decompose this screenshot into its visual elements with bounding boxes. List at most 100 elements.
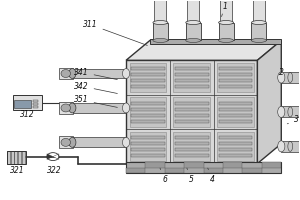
Bar <box>281 106 300 117</box>
Bar <box>7 151 10 164</box>
Bar <box>242 168 262 173</box>
Text: 1: 1 <box>222 2 227 17</box>
Bar <box>131 79 165 82</box>
Bar <box>154 0 166 23</box>
Bar <box>131 102 165 105</box>
Bar <box>131 85 165 88</box>
Text: 5: 5 <box>187 168 194 184</box>
Bar <box>184 162 204 168</box>
Bar <box>72 69 126 78</box>
Bar <box>33 103 38 105</box>
Bar <box>72 103 126 113</box>
Ellipse shape <box>219 38 233 42</box>
Bar <box>153 23 168 40</box>
Bar <box>13 95 43 110</box>
Bar <box>33 100 38 102</box>
Bar <box>219 102 252 105</box>
Bar <box>219 154 252 157</box>
Polygon shape <box>126 40 281 60</box>
Ellipse shape <box>251 38 266 42</box>
Ellipse shape <box>278 72 285 83</box>
Ellipse shape <box>186 38 201 42</box>
Bar <box>219 120 252 123</box>
Bar <box>173 63 210 92</box>
Ellipse shape <box>69 103 76 113</box>
Ellipse shape <box>122 137 130 147</box>
Polygon shape <box>47 154 53 159</box>
Bar <box>175 142 208 145</box>
Bar <box>175 114 208 117</box>
Bar <box>130 63 166 92</box>
Bar <box>281 72 300 83</box>
Bar <box>131 120 165 123</box>
Bar <box>217 132 254 161</box>
Bar <box>131 114 165 117</box>
Bar <box>14 151 17 164</box>
Bar <box>126 60 257 164</box>
Bar <box>219 114 252 117</box>
Polygon shape <box>257 40 281 164</box>
Bar <box>146 162 165 168</box>
Bar <box>223 162 242 168</box>
Text: 6: 6 <box>160 168 167 184</box>
Text: 2: 2 <box>279 68 284 77</box>
Text: 3: 3 <box>287 115 298 124</box>
Bar <box>219 85 252 88</box>
Bar <box>131 142 165 145</box>
Ellipse shape <box>69 137 76 147</box>
Text: 311: 311 <box>83 20 147 45</box>
Bar <box>219 23 233 40</box>
Bar <box>175 154 208 157</box>
Bar <box>219 67 252 70</box>
Text: 322: 322 <box>47 166 62 175</box>
Text: 312: 312 <box>20 110 35 119</box>
Bar <box>59 136 73 148</box>
Bar <box>22 151 25 164</box>
Bar <box>131 73 165 76</box>
Bar <box>130 132 166 161</box>
Bar <box>204 168 223 173</box>
Bar <box>217 97 254 127</box>
Bar <box>150 39 281 44</box>
Text: 4: 4 <box>208 168 215 184</box>
Bar <box>251 23 266 40</box>
Bar <box>175 73 208 76</box>
Bar <box>126 168 146 173</box>
Bar <box>186 23 201 40</box>
Ellipse shape <box>278 141 285 152</box>
Bar <box>173 97 210 127</box>
Bar <box>126 162 281 173</box>
Bar <box>14 100 31 108</box>
Bar <box>175 120 208 123</box>
Ellipse shape <box>61 104 70 112</box>
Ellipse shape <box>61 70 70 77</box>
Bar <box>262 162 281 168</box>
Bar <box>131 108 165 111</box>
Bar <box>253 0 265 23</box>
Bar <box>59 102 73 114</box>
Bar <box>59 68 73 79</box>
Bar <box>72 137 126 147</box>
Bar <box>18 151 21 164</box>
Bar <box>187 0 199 23</box>
Ellipse shape <box>61 138 70 146</box>
Bar <box>131 136 165 139</box>
Bar <box>175 67 208 70</box>
Bar <box>33 106 38 108</box>
Bar <box>281 141 300 152</box>
Bar <box>219 136 252 139</box>
Bar <box>7 151 26 164</box>
Ellipse shape <box>69 69 76 78</box>
Bar <box>175 102 208 105</box>
Bar <box>175 148 208 151</box>
Bar <box>217 63 254 92</box>
Bar <box>175 108 208 111</box>
Ellipse shape <box>251 21 266 25</box>
Ellipse shape <box>219 21 233 25</box>
Bar <box>131 148 165 151</box>
Bar <box>130 97 166 127</box>
Ellipse shape <box>186 21 201 25</box>
Bar <box>131 154 165 157</box>
Bar <box>219 108 252 111</box>
Bar <box>175 136 208 139</box>
